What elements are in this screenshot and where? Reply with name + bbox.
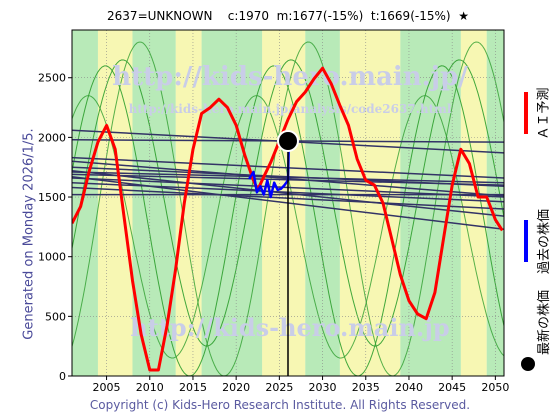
yellow-band [97,30,133,376]
latest-markers [277,129,299,376]
green-band [486,30,504,376]
envelope-line [72,59,504,347]
legend-past-swatch [524,220,528,262]
watermark-group: http://kids-hero.main.jp/ http://kids-he… [112,62,468,342]
x-tick-label: 2020 [222,381,250,394]
grid-lines [72,30,504,376]
mid-price-text: m:1677(-15%) [276,9,364,23]
current-price-text: c:1970 [227,9,269,23]
x-tick-label: 2015 [179,381,207,394]
price-lines [72,66,504,372]
legend-past-label: 過去の株価 [536,208,552,274]
latest-price-dot [277,129,299,152]
legend-latest-dot [521,357,535,371]
x-tick-label: 2050 [481,381,509,394]
watermark-bottom: http://kids-hero.main.jp [130,313,449,342]
x-tick-label: 2045 [438,381,466,394]
target-price-text: t:1669(-15%) [370,9,451,23]
y-tick-label: 0 [59,370,66,383]
x-tick-label: 2040 [395,381,423,394]
y-tick-label: 2500 [38,72,66,85]
envelope-line [72,41,504,376]
yellow-band [175,30,202,376]
legend-marks [521,92,535,371]
legend-latest-label: 最新の株価 [536,289,552,355]
y-tick-label: 2000 [38,131,66,144]
x-axis-ticks: 2005 2010 2015 2020 2025 2030 2035 2040 2045 2050 [93,376,509,394]
x-tick-label: 2035 [352,381,380,394]
watermark-sub: http://kids-hero.main.jp/analysis/code26… [129,102,452,116]
past-price-line [248,140,291,199]
x-tick-label: 2025 [265,381,293,394]
y-tick-label: 1000 [38,251,66,264]
ai-forecast-line [72,66,504,372]
y-tick-label: 1500 [38,191,66,204]
legend-ai-label: ＡＩ予測 [536,86,552,140]
x-tick-label: 2005 [93,381,121,394]
watermark-main: http://kids-hero.main.jp/ [112,62,468,92]
y-tick-label: 500 [45,310,66,323]
yellow-band [460,30,487,376]
x-tick-label: 2010 [136,381,164,394]
star-icon: ★ [458,9,469,23]
stock-code-name: 2637=UNKNOWN [107,9,213,23]
chart-title: 2637=UNKNOWN c:1970 m:1677(-15%) t:1669(… [72,9,504,23]
y-axis-ticks: 0 500 1000 1500 2000 2500 [38,72,72,383]
plot-frame [71,29,505,377]
generated-date-label: Generated on Monday 2026/1/5. [21,128,37,340]
green-band [72,30,98,376]
x-tick-label: 2030 [309,381,337,394]
legend-ai-swatch [524,92,528,134]
copyright-text: Copyright (c) Kids-Hero Research Institu… [89,398,471,412]
green-band [201,30,263,376]
